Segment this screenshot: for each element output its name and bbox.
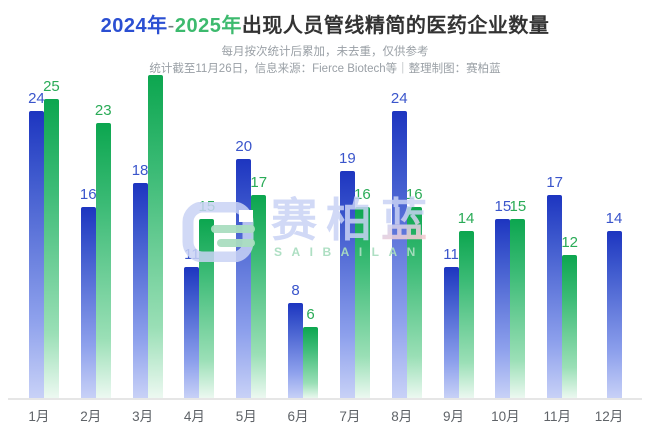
bar-2025年-7月: 16 — [354, 186, 371, 399]
bar-pair: 17 12 — [546, 174, 578, 399]
x-axis-label-10月: 10月 — [491, 409, 520, 424]
bar-value-label-2025年-11月: 12 — [561, 234, 579, 251]
bar-pair: 20 17 — [235, 138, 267, 399]
x-axis-labels: 1月 2月 3月 4月 5月 6月 7月 8月 9月 10月 11月 12月 — [13, 405, 635, 425]
bar-2024年-4月: 11 — [184, 246, 200, 399]
bar-value-label-2024年-2月: 16 — [79, 186, 97, 203]
x-axis-label-1月: 1月 — [28, 409, 50, 424]
bar-value-label-2025年-1月: 25 — [43, 78, 60, 95]
subtitle-line-2: 统计截至11月26日，信息来源：Fierce Biotech等｜整理制图：赛柏蓝 — [149, 63, 501, 75]
bar-group-1月: 24 25 — [13, 55, 65, 399]
title-year-2025: 2025年 — [174, 15, 242, 37]
chart-subtitle: 每月按次统计后累加，未去重，仅供参考 统计截至11月26日，信息来源：Fierc… — [0, 44, 650, 78]
bar-value-label-2024年-4月: 11 — [184, 246, 200, 263]
bar-pair: 19 16 — [339, 150, 371, 399]
title-dash: - — [167, 15, 175, 37]
header: 2024年-2025年出现人员管线精简的医药企业数量 每月按次统计后累加，未去重… — [0, 0, 650, 78]
bar-2024年-9月: 11 — [443, 246, 459, 399]
bar-2024年-8月: 24 — [391, 90, 408, 399]
bar-2024年-11月: 17 — [546, 174, 563, 399]
bar-2025年-1月: 25 — [43, 78, 60, 399]
bar-value-label-2025年-10月: 15 — [509, 198, 527, 215]
bar-pair: 16 23 — [80, 102, 112, 399]
x-axis-label-8月: 8月 — [391, 409, 413, 424]
bar-value-label-2024年-1月: 24 — [28, 90, 45, 107]
bar-chart: 24 25 16 23 18 11 15 20 17 8 6 19 16 24 16 11 14 15 15 17 12… — [13, 55, 635, 399]
x-axis-line — [8, 398, 642, 400]
bar-2025年-10月: 15 — [510, 198, 526, 399]
bar-2025年-11月: 12 — [561, 234, 578, 399]
bar-value-label-2024年-11月: 17 — [546, 174, 564, 191]
x-axis-label-5月: 5月 — [235, 409, 257, 424]
bar-2025年-8月: 16 — [406, 186, 423, 399]
bar-2024年-3月: 18 — [132, 162, 148, 399]
bar-group-5月: 20 17 — [220, 55, 272, 399]
bar-value-label-2025年-2月: 23 — [94, 102, 112, 119]
bar-value-label-2025年-8月: 16 — [405, 186, 423, 203]
x-axis-label-12月: 12月 — [594, 409, 624, 424]
x-axis-label-4月: 4月 — [183, 409, 205, 424]
bar-value-label-2024年-5月: 20 — [235, 138, 253, 155]
bar-group-4月: 11 15 — [168, 55, 220, 399]
x-axis-label-11月: 11月 — [543, 409, 571, 424]
bar-value-label-2025年-5月: 17 — [250, 174, 268, 191]
bar-value-label-2024年-9月: 11 — [443, 246, 459, 263]
bar-2024年-5月: 20 — [235, 138, 252, 399]
bar-value-label-2024年-12月: 14 — [605, 210, 623, 227]
bar-group-3月: 18 — [117, 55, 169, 399]
bar-2025年-9月: 14 — [458, 210, 474, 399]
x-axis-label-7月: 7月 — [339, 409, 361, 424]
bar-2024年-1月: 24 — [28, 90, 45, 399]
title-main-text: 出现人员管线精简的医药企业数量 — [241, 15, 550, 37]
bar-2025年-6月: 6 — [303, 306, 319, 399]
bar-2025年-5月: 17 — [250, 174, 267, 399]
bar-2024年-2月: 16 — [80, 186, 97, 399]
bar-group-12月: 14 — [583, 55, 635, 399]
bar-pair: 14 — [606, 210, 622, 399]
x-axis-label-6月: 6月 — [287, 409, 309, 424]
bar-2024年-10月: 15 — [495, 198, 511, 399]
bar-group-8月: 24 16 — [376, 55, 428, 399]
bar-value-label-2025年-4月: 15 — [198, 198, 216, 215]
bar-group-10月: 15 15 — [479, 55, 531, 399]
bar-2024年-12月: 14 — [606, 210, 622, 399]
bar-2024年-6月: 8 — [288, 282, 304, 399]
x-axis-label-2月: 2月 — [80, 409, 102, 424]
title-year-2024: 2024年 — [100, 15, 168, 37]
bar-pair: 24 25 — [28, 78, 60, 399]
bar-2024年-7月: 19 — [339, 150, 356, 399]
bar-value-label-2025年-6月: 6 — [306, 306, 315, 323]
x-axis-label-9月: 9月 — [443, 409, 465, 424]
bar-group-9月: 11 14 — [428, 55, 480, 399]
bar-value-label-2025年-9月: 14 — [457, 210, 475, 227]
bar-value-label-2024年-8月: 24 — [390, 90, 408, 107]
bar-pair: 18 — [132, 75, 163, 399]
page-title: 2024年-2025年出现人员管线精简的医药企业数量 — [0, 9, 650, 38]
bar-2025年-3月 — [147, 75, 163, 399]
bar-value-label-2024年-3月: 18 — [131, 162, 149, 179]
bar-pair: 11 14 — [443, 210, 474, 399]
bar-value-label-2025年-7月: 16 — [354, 186, 371, 203]
bar-pair: 11 15 — [184, 198, 215, 399]
bar-2025年-4月: 15 — [199, 198, 215, 399]
bar-pair: 24 16 — [391, 90, 423, 399]
bar-value-label-2024年-6月: 8 — [291, 282, 300, 299]
bar-group-7月: 19 16 — [324, 55, 376, 399]
subtitle-line-1: 每月按次统计后累加，未去重，仅供参考 — [221, 46, 429, 58]
bar-group-2月: 16 23 — [65, 55, 117, 399]
bar-pair: 15 15 — [495, 198, 526, 399]
x-axis-label-3月: 3月 — [132, 409, 154, 424]
bar-2025年-2月: 23 — [95, 102, 112, 399]
bar-value-label-2024年-10月: 15 — [494, 198, 512, 215]
bar-group-11月: 17 12 — [531, 55, 583, 399]
bar-value-label-2024年-7月: 19 — [339, 150, 356, 167]
